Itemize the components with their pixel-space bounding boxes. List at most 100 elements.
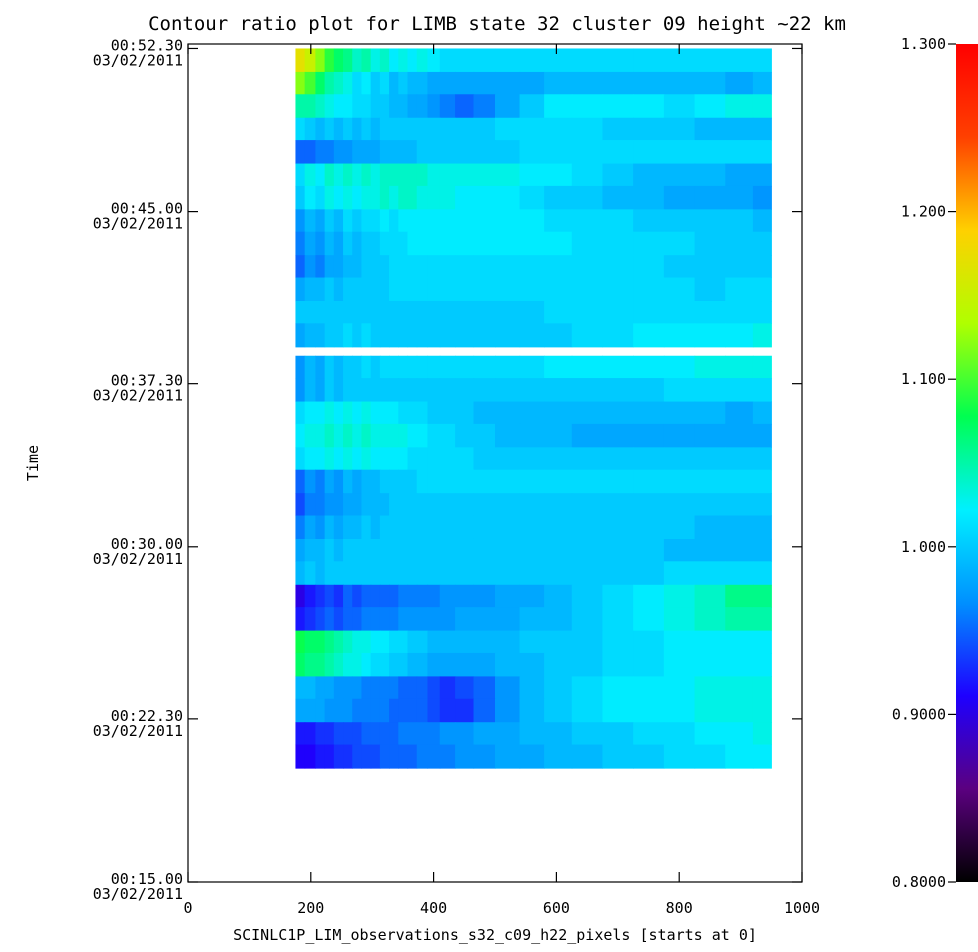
heatmap-cell (633, 71, 665, 95)
heatmap-cell (389, 231, 399, 256)
heatmap-cell (304, 117, 317, 141)
heatmap-cell (352, 630, 363, 654)
heatmap-cell (663, 117, 696, 141)
heatmap-cell (295, 94, 306, 119)
heatmap-cell (370, 71, 381, 95)
heatmap-cell (416, 722, 429, 746)
heatmap-cell (633, 277, 665, 302)
heatmap-cell (473, 300, 496, 324)
heatmap-cell (694, 140, 726, 165)
heatmap-cell (571, 538, 604, 562)
heatmap-cell (379, 561, 390, 586)
heatmap-cell (324, 447, 335, 471)
heatmap-cell (455, 561, 475, 586)
heatmap-cell (455, 469, 475, 494)
heatmap-cell (473, 140, 496, 165)
heatmap-cell (752, 515, 772, 540)
heatmap-cell (370, 378, 381, 403)
heatmap-cell (571, 652, 604, 678)
heatmap-cell (398, 469, 409, 494)
y-tick-time: 00:30.00 (111, 535, 183, 553)
heatmap-cell (304, 561, 317, 586)
heatmap-cell (495, 401, 521, 425)
heatmap-cell (379, 538, 390, 562)
heatmap-cell (352, 378, 363, 403)
heatmap-cell (324, 515, 335, 540)
heatmap-cell (495, 378, 521, 403)
heatmap-cell (416, 277, 429, 302)
heatmap-cell (324, 140, 335, 165)
heatmap-cell (519, 744, 545, 769)
heatmap-cell (519, 698, 545, 723)
heatmap-cell (315, 698, 326, 723)
y-tick-time: 00:52.30 (111, 36, 183, 54)
heatmap-cell (544, 561, 573, 586)
colorbar-tick-label: 1.100 (901, 370, 946, 388)
heatmap-cell (370, 323, 381, 348)
heatmap-cell (379, 493, 390, 517)
heatmap-cell (473, 231, 496, 256)
heatmap-cell (495, 323, 521, 348)
heatmap-cell (571, 447, 604, 471)
heatmap-cell (602, 447, 634, 471)
heatmap-cell (324, 209, 335, 233)
heatmap-cell (752, 607, 772, 632)
heatmap-cell (343, 71, 353, 95)
heatmap-cell (725, 231, 754, 256)
heatmap-cell (333, 94, 344, 119)
heatmap-cell (752, 744, 772, 769)
heatmap-cell (455, 515, 475, 540)
heatmap-cell (333, 744, 344, 769)
heatmap-cell (473, 493, 496, 517)
heatmap-cell (495, 538, 521, 562)
heatmap-cell (752, 469, 772, 494)
heatmap-cell (416, 71, 429, 95)
heatmap-cell (633, 584, 665, 608)
heatmap-cell (427, 401, 441, 425)
heatmap-cell (343, 538, 353, 562)
heatmap-cell (416, 378, 429, 403)
heatmap-cell (544, 469, 573, 494)
heatmap-cell (495, 185, 521, 210)
heatmap-cell (663, 277, 696, 302)
heatmap-cell (389, 94, 399, 119)
heatmap-cell (389, 255, 399, 279)
heatmap-cell (455, 630, 475, 654)
heatmap-cell (352, 447, 363, 471)
heatmap-cell (352, 515, 363, 540)
x-tick-label: 400 (420, 899, 447, 917)
heatmap-cell (544, 378, 573, 403)
heatmap-cell (633, 255, 665, 279)
heatmap-cell (473, 323, 496, 348)
heatmap-cell (407, 401, 418, 425)
heatmap-cell (544, 117, 573, 141)
y-axis-label: Time (24, 445, 42, 481)
heatmap-cell (633, 209, 665, 233)
heatmap-cell (752, 698, 772, 723)
heatmap-cell (315, 676, 326, 700)
heatmap-cell (304, 515, 317, 540)
heatmap-cell (304, 469, 317, 494)
heatmap-cell (725, 722, 754, 746)
heatmap-cell (398, 163, 409, 187)
heatmap-cell (352, 209, 363, 233)
heatmap-cell (602, 515, 634, 540)
heatmap-cell (519, 515, 545, 540)
heatmap-cell (361, 584, 372, 608)
heatmap-cell (324, 163, 335, 187)
heatmap-cell (633, 630, 665, 654)
y-tick-date: 03/02/2011 (93, 550, 183, 568)
y-tick-time: 00:37.30 (111, 372, 183, 390)
heatmap-cell (694, 255, 726, 279)
heatmap-cell (752, 447, 772, 471)
heatmap-cell (398, 277, 409, 302)
heatmap-cell (725, 469, 754, 494)
heatmap-cell (519, 493, 545, 517)
heatmap-cell (343, 423, 353, 448)
heatmap-cell (473, 698, 496, 723)
heatmap-cell (315, 493, 326, 517)
heatmap-cell (407, 209, 418, 233)
heatmap-cell (315, 630, 326, 654)
heatmap-cell (416, 231, 429, 256)
colorbar-tick-label: 1.200 (901, 203, 946, 221)
